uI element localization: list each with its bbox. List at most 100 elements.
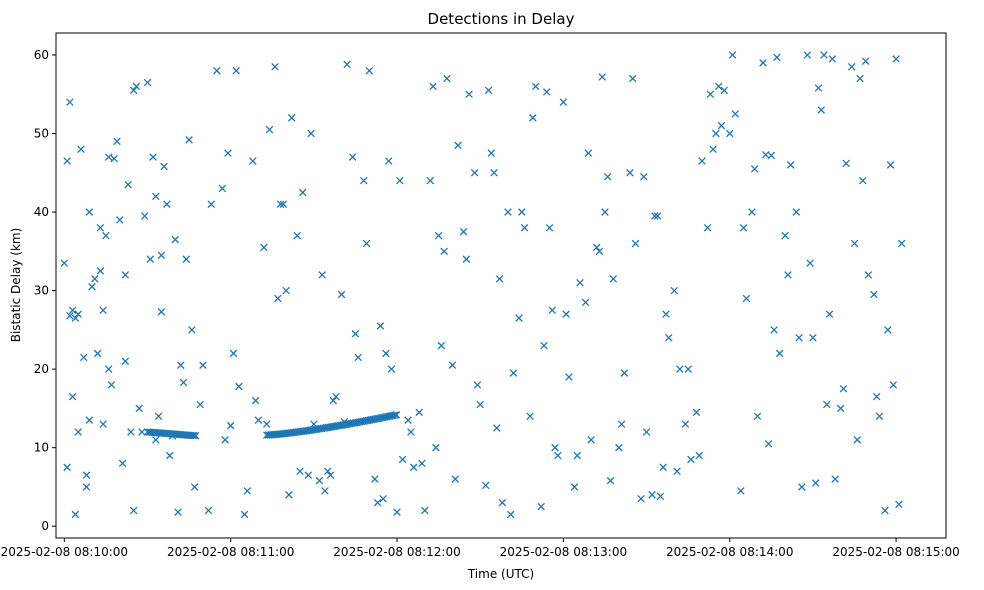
data-markers xyxy=(60,51,906,519)
y-axis-label: Bistatic Delay (km) xyxy=(9,228,23,343)
data-point xyxy=(573,451,582,460)
data-point xyxy=(859,176,867,185)
data-point xyxy=(540,341,548,350)
data-point xyxy=(321,487,329,495)
data-point xyxy=(562,310,570,318)
data-point xyxy=(299,188,307,197)
x-tick-label: 2025-02-08 08:10:00 xyxy=(1,545,128,559)
data-point xyxy=(185,136,193,144)
data-point xyxy=(518,208,526,216)
data-point xyxy=(811,479,820,487)
data-point xyxy=(285,491,293,499)
data-point xyxy=(706,90,715,99)
data-point xyxy=(742,294,751,303)
data-point xyxy=(129,86,138,95)
data-point xyxy=(676,365,684,373)
data-point xyxy=(695,451,703,460)
data-point xyxy=(337,290,346,299)
data-point xyxy=(232,66,240,75)
data-point xyxy=(282,286,290,295)
data-point xyxy=(714,82,723,91)
data-point xyxy=(93,349,102,358)
data-point xyxy=(182,255,191,263)
data-point xyxy=(143,78,152,87)
x-tick-label: 2025-02-08 08:12:00 xyxy=(333,545,460,559)
data-point xyxy=(481,481,490,490)
data-point xyxy=(171,235,179,244)
data-point xyxy=(798,483,806,491)
data-point xyxy=(795,333,803,342)
data-point xyxy=(651,212,659,220)
data-point xyxy=(753,412,762,421)
data-point xyxy=(784,271,792,279)
data-point xyxy=(631,239,640,248)
data-point xyxy=(124,180,132,189)
data-point xyxy=(662,310,670,318)
data-point xyxy=(836,404,845,413)
data-point xyxy=(545,224,554,232)
data-point xyxy=(132,82,141,91)
x-tick-label: 2025-02-08 08:11:00 xyxy=(167,545,294,559)
data-point xyxy=(595,247,604,256)
data-point xyxy=(443,74,451,83)
data-point xyxy=(251,396,260,405)
data-point xyxy=(817,106,825,114)
data-point xyxy=(293,231,301,240)
data-point xyxy=(559,98,568,106)
data-point xyxy=(326,471,335,479)
data-point xyxy=(99,306,107,314)
data-point xyxy=(365,66,374,75)
data-point xyxy=(177,361,185,369)
data-point xyxy=(526,412,534,421)
axis-ticks xyxy=(52,54,897,542)
data-point xyxy=(892,55,900,63)
data-point xyxy=(77,145,85,153)
data-point xyxy=(63,463,71,472)
data-point xyxy=(249,157,257,165)
data-point xyxy=(792,208,801,216)
data-point xyxy=(656,492,665,501)
data-point xyxy=(709,145,717,153)
data-point xyxy=(493,424,501,432)
data-point xyxy=(720,86,728,95)
data-point xyxy=(687,455,695,464)
data-point xyxy=(603,172,612,181)
data-point xyxy=(165,451,174,460)
data-point xyxy=(66,311,74,320)
data-point xyxy=(767,151,776,160)
x-tick-label: 2025-02-08 08:15:00 xyxy=(832,545,959,559)
data-point xyxy=(673,467,681,476)
data-point xyxy=(329,396,338,405)
data-point xyxy=(759,59,767,67)
data-point xyxy=(609,275,618,283)
data-point xyxy=(110,154,118,163)
data-point xyxy=(96,267,105,275)
y-tick-label: 40 xyxy=(34,205,49,219)
data-point xyxy=(731,110,740,118)
data-point xyxy=(351,330,360,338)
data-point xyxy=(379,494,387,503)
data-point xyxy=(803,51,812,59)
data-point xyxy=(296,467,304,476)
data-point xyxy=(274,294,282,303)
chart-title: Detections in Delay xyxy=(428,10,575,28)
data-point xyxy=(224,149,232,157)
data-point xyxy=(484,86,493,95)
data-point xyxy=(437,341,446,350)
data-point xyxy=(91,275,99,283)
data-point xyxy=(895,500,903,508)
data-point xyxy=(786,161,795,169)
data-point xyxy=(127,428,135,436)
data-point xyxy=(190,483,199,491)
data-point xyxy=(587,436,595,444)
data-point xyxy=(384,157,393,165)
data-point xyxy=(628,74,637,83)
data-point xyxy=(770,326,778,334)
data-point xyxy=(839,385,848,393)
data-point xyxy=(204,506,213,515)
data-point xyxy=(495,275,504,283)
data-point xyxy=(459,227,468,236)
data-point xyxy=(601,208,609,216)
data-point xyxy=(809,333,817,342)
data-point xyxy=(307,129,315,138)
